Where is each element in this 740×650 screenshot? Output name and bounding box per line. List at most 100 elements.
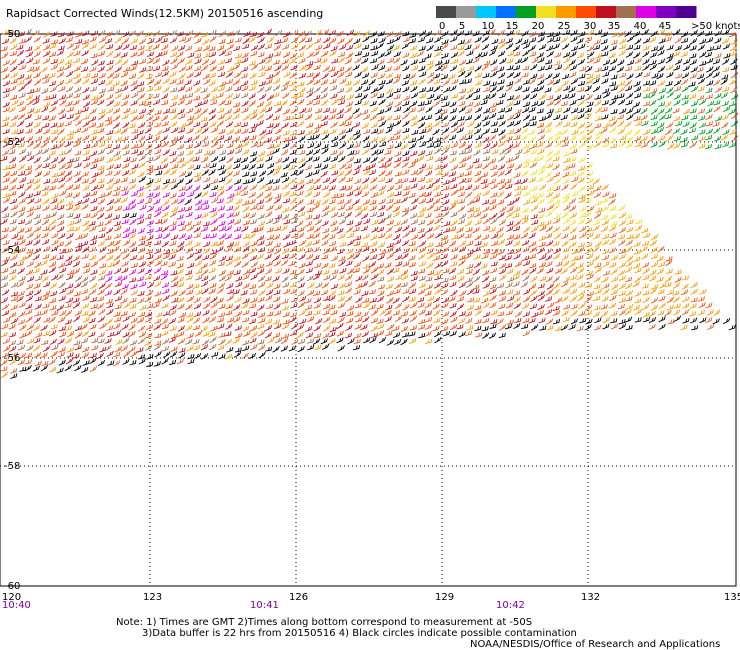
wind-barb bbox=[569, 267, 578, 274]
wind-barb bbox=[43, 101, 51, 108]
wind-barb bbox=[43, 178, 51, 184]
wind-barb bbox=[266, 289, 274, 296]
wind-barb bbox=[537, 128, 545, 135]
wind-barb bbox=[419, 163, 427, 170]
wind-barb bbox=[667, 319, 675, 325]
wind-barb bbox=[146, 51, 154, 57]
wind-barb bbox=[224, 50, 232, 57]
wind-barb bbox=[162, 199, 170, 206]
wind-barb bbox=[609, 126, 617, 133]
wind-barb bbox=[282, 198, 291, 204]
wind-barb bbox=[482, 269, 490, 276]
wind-barb bbox=[274, 106, 283, 113]
wind-barb bbox=[490, 212, 498, 220]
wind-barb bbox=[186, 295, 195, 303]
wind-barb bbox=[610, 311, 618, 317]
wind-barb bbox=[394, 142, 402, 149]
wind-barb bbox=[440, 163, 448, 170]
wind-barb bbox=[728, 78, 737, 86]
wind-barb bbox=[154, 165, 162, 171]
wind-barb bbox=[673, 93, 682, 100]
wind-barb bbox=[257, 43, 265, 50]
wind-barb bbox=[442, 297, 450, 304]
wind-barb bbox=[337, 192, 345, 199]
wind-barb bbox=[360, 66, 369, 73]
wind-barb bbox=[18, 92, 26, 99]
wind-barb bbox=[42, 78, 50, 84]
wind-barb bbox=[651, 261, 659, 268]
wind-barb bbox=[145, 143, 153, 150]
wind-barb bbox=[658, 316, 666, 323]
wind-barb bbox=[193, 185, 201, 192]
wind-barb bbox=[171, 163, 179, 170]
wind-barb bbox=[56, 80, 65, 87]
wind-barb bbox=[272, 115, 280, 121]
wind-barb bbox=[120, 248, 128, 255]
wind-barb bbox=[690, 297, 698, 303]
wind-barb bbox=[274, 39, 282, 45]
wind-barb bbox=[345, 260, 353, 267]
wind-barb bbox=[690, 85, 699, 93]
wind-barb bbox=[521, 170, 529, 177]
wind-barb bbox=[609, 120, 618, 127]
wind-barb bbox=[553, 94, 562, 101]
legend-label: 15 bbox=[506, 21, 519, 32]
wind-barb bbox=[89, 135, 97, 142]
wind-barb bbox=[722, 86, 730, 93]
wind-barb bbox=[242, 200, 250, 206]
wind-barb bbox=[625, 226, 634, 233]
wind-barb bbox=[227, 317, 235, 323]
wind-barb bbox=[248, 163, 256, 171]
wind-barb bbox=[536, 85, 545, 92]
wind-barb bbox=[561, 254, 569, 261]
wind-barb bbox=[577, 113, 585, 120]
wind-barb bbox=[538, 262, 546, 268]
wind-barb bbox=[139, 281, 147, 287]
wind-barb bbox=[536, 176, 544, 183]
wind-barb bbox=[600, 31, 608, 38]
wind-barb bbox=[433, 317, 441, 323]
wind-barb bbox=[49, 211, 57, 218]
wind-barb bbox=[618, 38, 627, 45]
wind-barb bbox=[377, 323, 385, 330]
wind-barb bbox=[466, 199, 475, 206]
wind-barb bbox=[354, 112, 362, 119]
wind-barb bbox=[730, 71, 739, 79]
wind-barb bbox=[418, 275, 426, 282]
wind-barb bbox=[329, 246, 337, 253]
wind-barb bbox=[210, 226, 219, 232]
wind-barb bbox=[114, 66, 122, 73]
wind-barb bbox=[10, 204, 19, 211]
wind-barb bbox=[601, 197, 609, 203]
wind-barb bbox=[162, 149, 170, 156]
wind-barb bbox=[186, 92, 194, 99]
wind-barb bbox=[250, 113, 258, 120]
wind-barb bbox=[33, 78, 42, 86]
wind-barb bbox=[546, 100, 555, 107]
wind-barb bbox=[193, 232, 201, 239]
wind-barb bbox=[144, 268, 153, 275]
wind-barb bbox=[17, 227, 25, 234]
wind-barb bbox=[482, 282, 491, 289]
wind-barb bbox=[48, 266, 57, 274]
wind-barb bbox=[488, 178, 497, 185]
wind-barb bbox=[530, 324, 539, 331]
wind-barb bbox=[64, 141, 72, 148]
wind-barb bbox=[176, 297, 185, 303]
wind-barb bbox=[522, 79, 530, 85]
wind-barb bbox=[80, 281, 89, 288]
wind-barb bbox=[530, 86, 539, 93]
wind-barb bbox=[361, 316, 370, 323]
wind-barb bbox=[241, 57, 249, 64]
wind-barb bbox=[568, 198, 577, 205]
wind-barb bbox=[386, 242, 394, 248]
wind-barb bbox=[265, 211, 273, 218]
wind-barb bbox=[513, 220, 522, 227]
wind-barb bbox=[594, 262, 602, 268]
wind-barb bbox=[506, 71, 515, 79]
wind-barb bbox=[529, 31, 537, 38]
wind-barb bbox=[648, 135, 656, 143]
wind-barb bbox=[555, 261, 563, 267]
wind-barb bbox=[297, 206, 306, 213]
wind-barb bbox=[50, 99, 59, 107]
